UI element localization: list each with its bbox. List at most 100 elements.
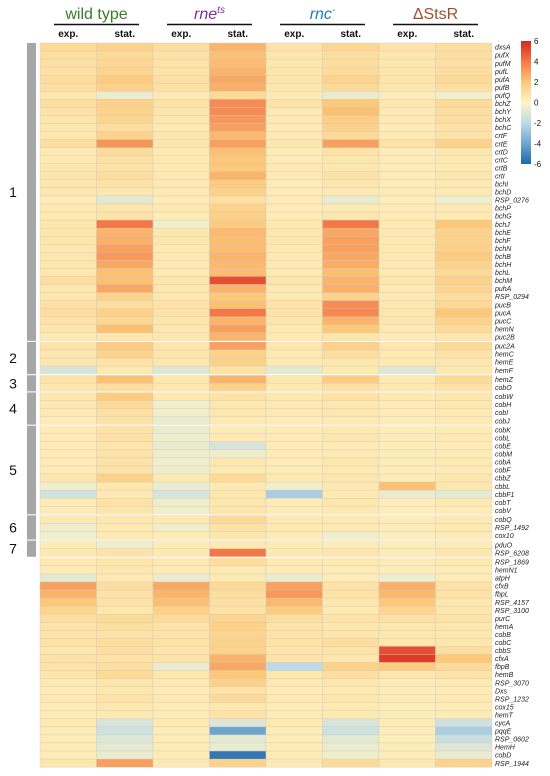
heatmap-cell — [322, 332, 380, 342]
heatmap-cell — [39, 400, 97, 409]
heatmap-cell — [152, 75, 210, 84]
heatmap-cell — [39, 540, 97, 549]
heatmap-cell — [265, 758, 323, 768]
heatmap-cell — [322, 139, 380, 148]
heatmap-cell — [322, 400, 380, 409]
heatmap-cell — [152, 268, 210, 277]
heatmap-cell — [39, 276, 97, 285]
heatmap-cell — [378, 357, 436, 367]
heatmap-cell — [39, 357, 97, 367]
heatmap-cell — [209, 50, 267, 60]
heatmap-cell — [152, 244, 210, 253]
heatmap-cell — [378, 260, 436, 269]
column-headers: wild type rnets rnc- ΔStsR exp. stat. exp. stat… — [54, 5, 478, 40]
heatmap-cell — [152, 316, 210, 325]
heatmap-cell — [265, 718, 323, 728]
heatmap-cell — [378, 622, 436, 631]
heatmap-cell — [435, 300, 493, 309]
heatmap-cell — [209, 408, 267, 417]
heatmap-cell — [265, 107, 323, 116]
gene-label: puc2A — [494, 344, 515, 351]
heatmap-cell — [152, 187, 210, 197]
strain-name: rne — [194, 6, 217, 23]
heatmap-cell — [435, 316, 493, 325]
heatmap-cell — [265, 726, 323, 736]
heatmap-cell — [96, 83, 154, 92]
heatmap-cell — [378, 498, 436, 507]
heatmap-cell — [435, 614, 493, 623]
heatmap-cell — [265, 531, 323, 540]
heatmap-cell — [96, 357, 154, 367]
heatmap-cell — [209, 171, 267, 181]
gene-label: hemB — [495, 672, 514, 679]
gene-label: pufA — [494, 77, 510, 84]
heatmap-cell — [378, 646, 436, 655]
heatmap-cell — [39, 284, 97, 293]
gene-label: RSP_1869 — [495, 560, 529, 567]
heatmap-cell — [435, 540, 493, 549]
heatmap-cell — [209, 646, 267, 655]
heatmap-cell — [435, 365, 493, 375]
heatmap-cell — [435, 489, 493, 499]
cluster-bar — [27, 375, 36, 392]
heatmap-cell — [378, 83, 436, 92]
heatmap-cell — [265, 565, 323, 575]
heatmap-cell — [265, 742, 323, 752]
heatmap-cell — [265, 449, 323, 459]
heatmap-cell — [265, 244, 323, 253]
heatmap-cell — [39, 163, 97, 172]
gene-label: cobV — [495, 508, 512, 515]
heatmap-cell — [96, 597, 154, 607]
heatmap-cell — [39, 506, 97, 515]
strain-label: wild type — [64, 6, 127, 23]
heatmap-cell — [435, 131, 493, 140]
heatmap-cell — [435, 581, 493, 591]
heatmap-cell — [378, 50, 436, 60]
heatmap-cell — [152, 540, 210, 549]
heatmap-cell — [96, 341, 154, 351]
gene-label: bchM — [495, 278, 512, 285]
heatmap-cell — [322, 589, 380, 599]
heatmap-cell — [435, 506, 493, 515]
heatmap-cell — [96, 702, 154, 711]
heatmap-cell — [209, 139, 267, 148]
heatmap-cell — [209, 678, 267, 687]
heatmap-cell — [209, 375, 267, 384]
cluster-bar — [27, 341, 36, 375]
gene-label: cobF — [495, 468, 511, 475]
heatmap-cell — [322, 219, 380, 229]
heatmap-cell — [209, 83, 267, 92]
heatmap-cell — [322, 605, 380, 615]
heatmap-cell — [322, 50, 380, 60]
heatmap-cell — [378, 614, 436, 623]
heatmap-cell — [265, 589, 323, 599]
heatmap-cell — [265, 219, 323, 229]
heatmap-cell — [265, 179, 323, 189]
heatmap-cell — [209, 332, 267, 342]
heatmap-cell — [322, 365, 380, 375]
heatmap-cell — [322, 630, 380, 639]
heatmap-cell — [378, 457, 436, 467]
heatmap-cell — [209, 531, 267, 540]
heatmap-cell — [96, 139, 154, 148]
heatmap-cell — [96, 540, 154, 549]
heatmap-cell — [152, 425, 210, 434]
heatmap-cell — [265, 341, 323, 351]
heatmap-cell — [152, 726, 210, 736]
heatmap-cell — [322, 316, 380, 325]
heatmap-cell — [378, 187, 436, 197]
heatmap-cell — [152, 392, 210, 401]
heatmap-cell — [39, 750, 97, 760]
gene-label: crtI — [495, 173, 505, 180]
heatmap-cell — [152, 614, 210, 623]
heatmap-cell — [265, 171, 323, 181]
heatmap-cell — [96, 244, 154, 253]
heatmap-cell — [96, 115, 154, 124]
gene-label: cobC — [495, 640, 512, 647]
heatmap-cell — [378, 441, 436, 451]
heatmap-cell — [435, 670, 493, 679]
heatmap-cell — [322, 244, 380, 253]
heatmap-cell — [152, 163, 210, 172]
gene-label: cobW — [495, 394, 514, 401]
heatmap-cell — [265, 506, 323, 515]
